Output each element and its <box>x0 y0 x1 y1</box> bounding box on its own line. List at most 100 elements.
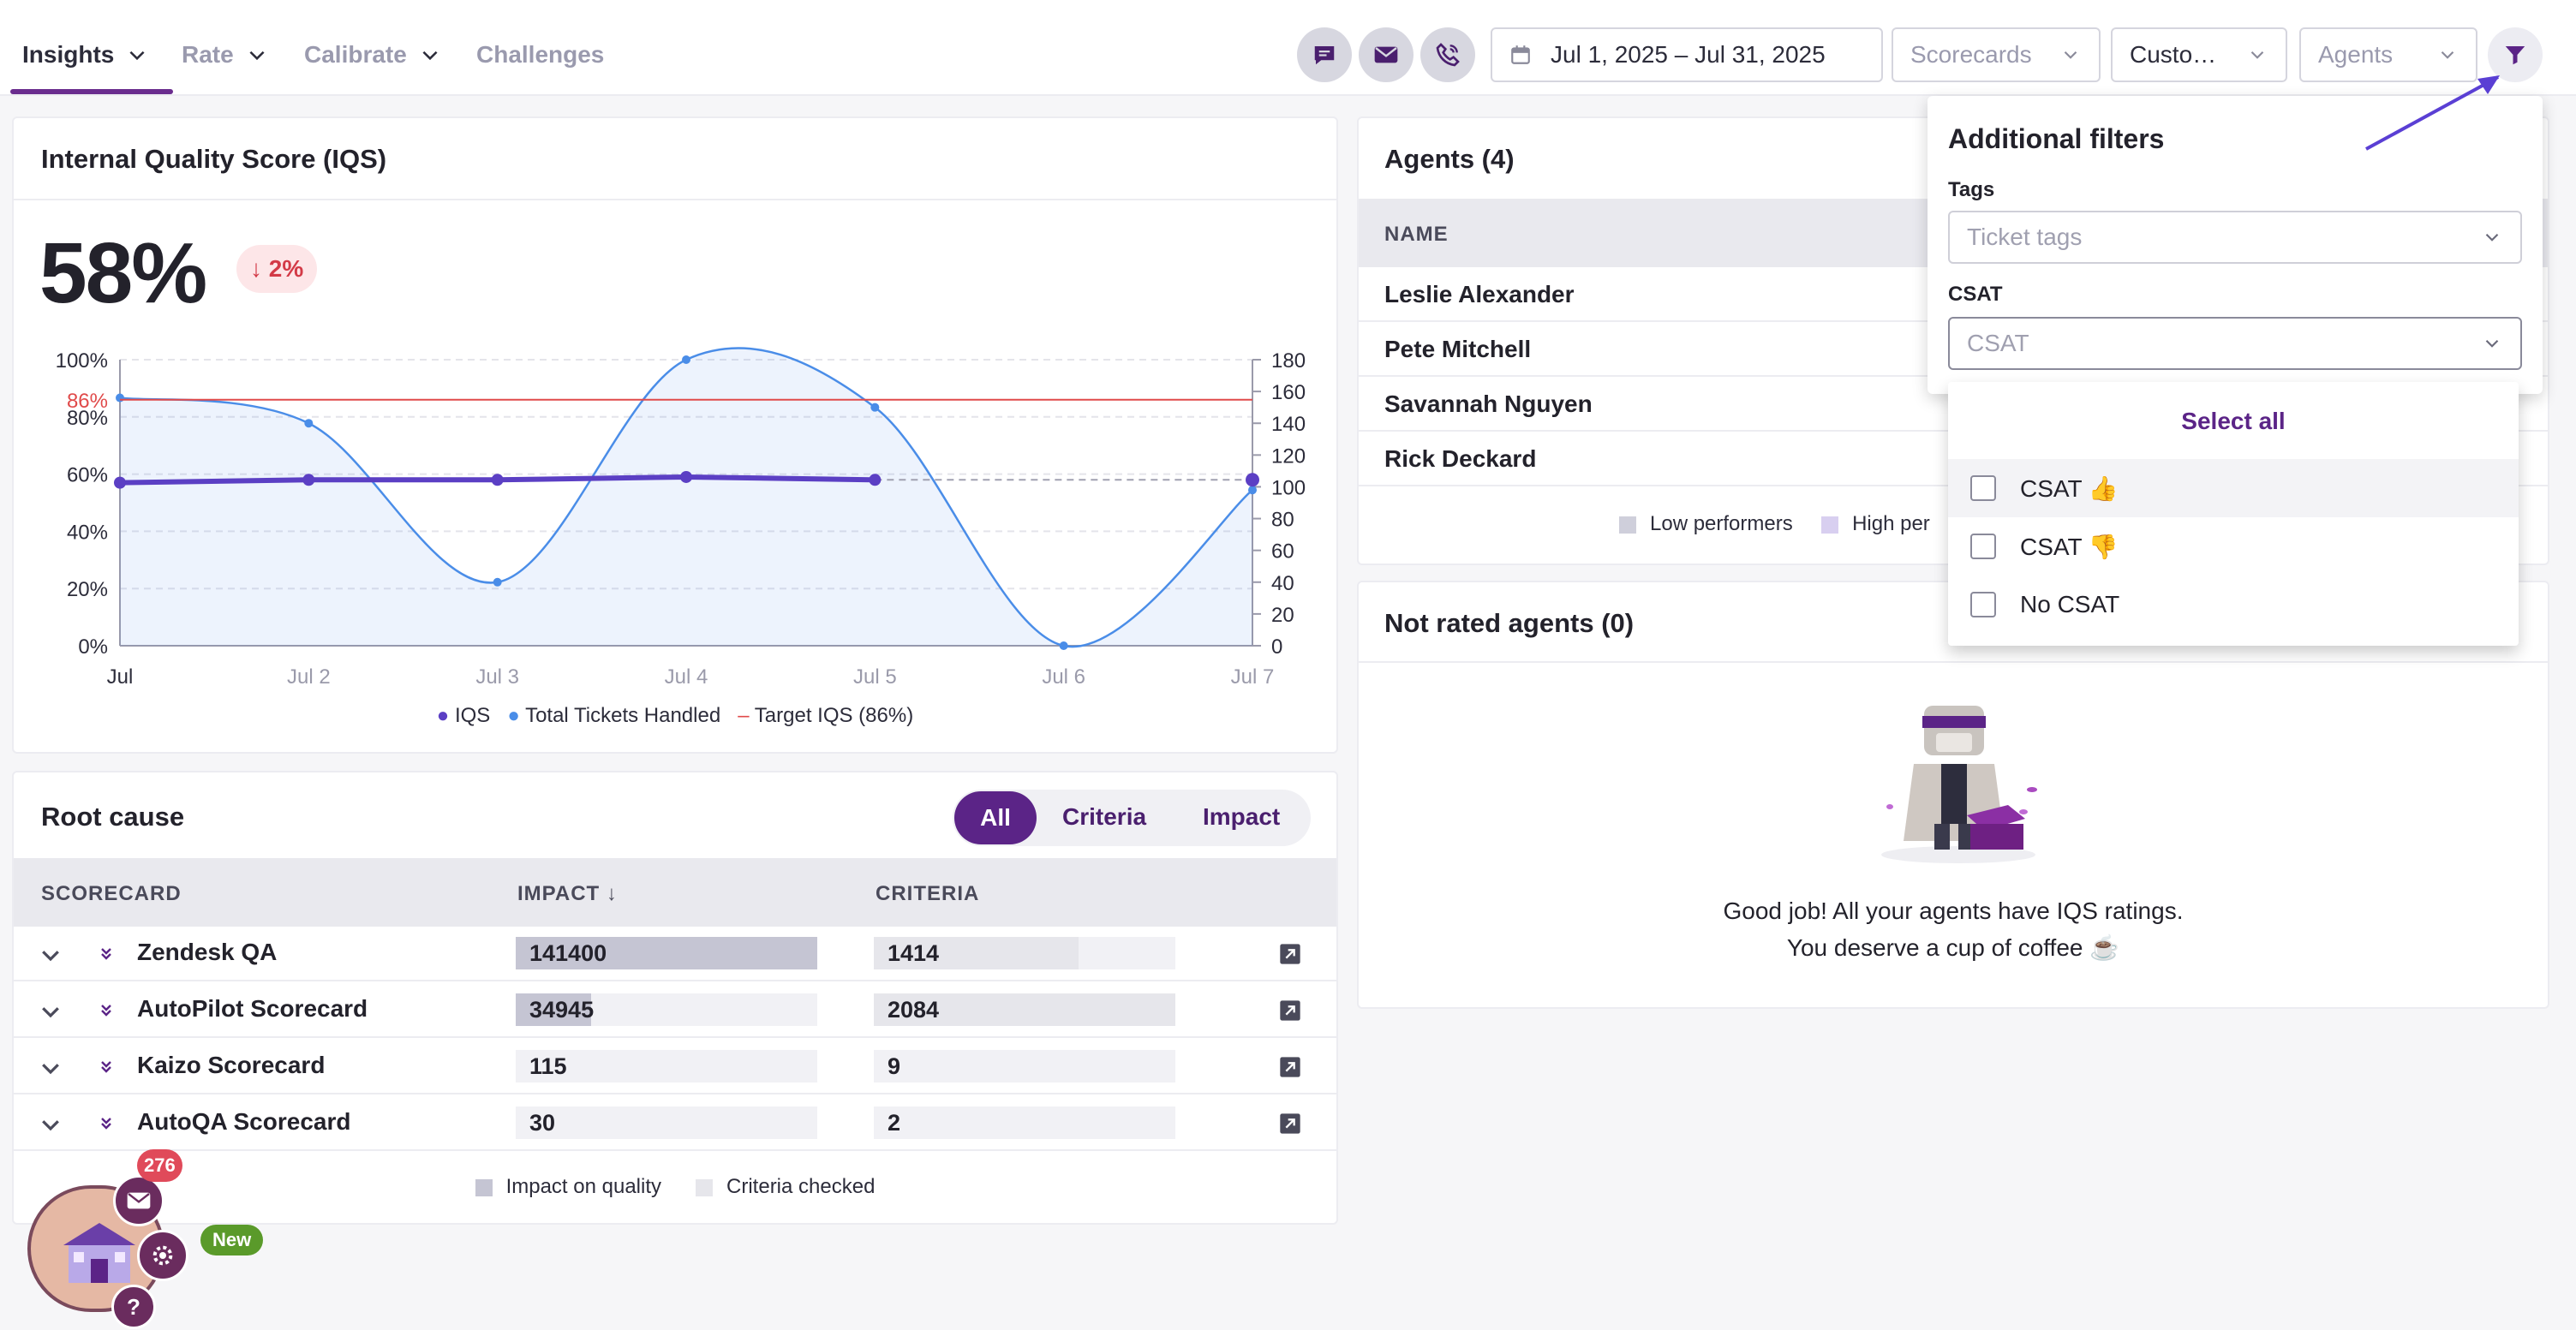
filter-icon <box>2505 46 2525 65</box>
csat-select[interactable]: CSAT <box>1948 317 2522 370</box>
tab-insights[interactable]: Insights <box>22 38 148 72</box>
option-label: CSAT 👎 <box>2020 533 2119 560</box>
checkbox[interactable] <box>1970 475 1996 501</box>
double-chevron-icon <box>101 1118 111 1130</box>
chat-channel-button[interactable] <box>1297 27 1352 82</box>
open-external-icon[interactable] <box>1278 1055 1302 1079</box>
y-right-tick-label: 120 <box>1271 444 1306 468</box>
header-name[interactable]: NAME <box>1384 223 1449 246</box>
legend-criteria: Criteria checked <box>726 1175 876 1198</box>
iqs-delta-badge: ↓ 2% <box>236 245 318 293</box>
not-rated-title: Not rated agents (0) <box>1384 608 1635 638</box>
open-external-icon[interactable] <box>1278 942 1302 966</box>
date-range-picker[interactable]: Jul 1, 2025 – Jul 31, 2025 <box>1491 27 1883 82</box>
table-row[interactable]: AutoPilot Scorecard 34945 2084 <box>12 981 1336 1038</box>
root-cause-toggle: All Criteria Impact <box>953 790 1311 846</box>
chart-legend: ● IQS ● Total Tickets Handled – Target I… <box>14 704 1336 728</box>
scorecards-filter-label: Scorecards <box>1910 41 2032 68</box>
tab-calibrate[interactable]: Calibrate <box>304 38 441 72</box>
y-left-tick-label: 0% <box>78 635 108 659</box>
y-right-tick-label: 60 <box>1271 540 1294 564</box>
y-left-tick-label: 20% <box>67 578 108 601</box>
chevron-down-icon[interactable] <box>38 942 63 968</box>
additional-filters-button[interactable] <box>2488 27 2543 82</box>
open-external-icon[interactable] <box>1278 999 1302 1023</box>
select-all-link[interactable]: Select all <box>2181 408 2286 434</box>
iqs-title: Internal Quality Score (IQS) <box>41 144 387 174</box>
table-row[interactable]: Zendesk QA 141400 1414 <box>12 925 1336 981</box>
legend-dash-target: – <box>738 704 750 727</box>
x-tick-label: Jul 3 <box>475 665 519 683</box>
impact-bar: 141400 <box>516 937 817 969</box>
scorecard-name: AutoQA Scorecard <box>137 1108 351 1135</box>
criteria-value: 2 <box>888 1110 901 1136</box>
tab-insights-label: Insights <box>22 41 115 68</box>
double-chevron-icon <box>101 1061 111 1073</box>
toggle-criteria[interactable]: Criteria <box>1062 803 1147 830</box>
checkbox[interactable] <box>1970 534 1996 559</box>
checkbox[interactable] <box>1970 592 1996 617</box>
y-right-tick-label: 160 <box>1271 381 1306 404</box>
agent-name: Savannah Nguyen <box>1384 391 1593 417</box>
chevron-down-icon <box>2485 233 2499 242</box>
date-range-value: Jul 1, 2025 – Jul 31, 2025 <box>1551 41 1826 68</box>
csat-label: CSAT <box>1948 283 2003 306</box>
iqs-card: Internal Quality Score (IQS) 58% ↓ 2% 10… <box>12 116 1338 754</box>
chevron-down-icon[interactable] <box>38 999 63 1024</box>
legend-high: High per <box>1852 512 1930 535</box>
csat-placeholder: CSAT <box>1967 330 2029 356</box>
agent-name: Pete Mitchell <box>1384 336 1532 362</box>
tickets-point <box>1248 486 1257 495</box>
criteria-bar: 2084 <box>874 993 1175 1026</box>
y-left-tick-label: 100% <box>56 349 108 373</box>
divider <box>1359 661 2548 663</box>
widget-settings-button[interactable] <box>137 1230 188 1281</box>
chevron-down-icon[interactable] <box>38 1055 63 1081</box>
header-impact[interactable]: IMPACT ↓ <box>517 882 618 905</box>
tab-challenges[interactable]: Challenges <box>476 38 604 72</box>
divider <box>14 199 1336 200</box>
x-tick-label: Jul <box>107 665 134 683</box>
tab-rate[interactable]: Rate <box>182 38 268 72</box>
phone-channel-button[interactable] <box>1420 27 1475 82</box>
notification-badge: 276 <box>137 1149 182 1182</box>
impact-bar: 115 <box>516 1050 817 1082</box>
agents-filter-label: Agents <box>2318 41 2394 68</box>
floating-widget: 276 ? <box>22 1149 188 1329</box>
csat-option-positive[interactable]: CSAT 👍 <box>1948 459 2519 517</box>
chevron-down-icon <box>2441 51 2454 59</box>
chevron-down-icon <box>2064 51 2077 59</box>
widget-mail-button[interactable] <box>113 1175 164 1226</box>
custom-filter[interactable]: Custo… <box>2111 27 2287 82</box>
x-tick-label: Jul 4 <box>665 665 708 683</box>
csat-option-negative[interactable]: CSAT 👎 <box>1948 517 2519 576</box>
y-left-tick-label: 40% <box>67 521 108 544</box>
toggle-all[interactable]: All <box>954 791 1037 844</box>
agents-filter[interactable]: Agents <box>2299 27 2477 82</box>
double-chevron-icon <box>101 948 111 960</box>
table-header: SCORECARD IMPACT ↓ CRITERIA <box>14 858 1336 927</box>
iqs-line-chart: 100% 80% 60% 40% 20% 0% 180 160 140 120 100 80 60 40 2… <box>56 347 1306 683</box>
y-left-tick-label: 60% <box>67 464 108 487</box>
chevron-down-icon[interactable] <box>38 1112 63 1137</box>
header-scorecard[interactable]: SCORECARD <box>41 882 182 905</box>
table-row[interactable]: Kaizo Scorecard 115 9 <box>12 1038 1336 1094</box>
impact-bar-fill <box>516 937 817 969</box>
impact-value: 141400 <box>529 940 607 966</box>
tags-select[interactable]: Ticket tags <box>1948 211 2522 264</box>
email-channel-button[interactable] <box>1359 27 1414 82</box>
widget-help-button[interactable]: ? <box>111 1285 156 1329</box>
target-label: 86% <box>67 390 108 413</box>
header-criteria[interactable]: CRITERIA <box>876 882 980 905</box>
open-external-icon[interactable] <box>1278 1112 1302 1136</box>
y-right-tick-label: 180 <box>1271 349 1306 373</box>
annotation-arrow <box>2365 75 2500 151</box>
additional-filters-title: Additional filters <box>1948 123 2165 154</box>
table-row[interactable]: AutoQA Scorecard 30 2 <box>12 1094 1336 1151</box>
scorecards-filter[interactable]: Scorecards <box>1892 27 2101 82</box>
root-cause-title: Root cause <box>41 802 185 832</box>
criteria-bar-fill <box>874 993 1175 1026</box>
toggle-impact[interactable]: Impact <box>1203 803 1281 830</box>
root-cause-legend: Impact on quality Criteria checked <box>12 1175 1338 1199</box>
csat-option-none[interactable]: No CSAT <box>1948 576 2519 634</box>
